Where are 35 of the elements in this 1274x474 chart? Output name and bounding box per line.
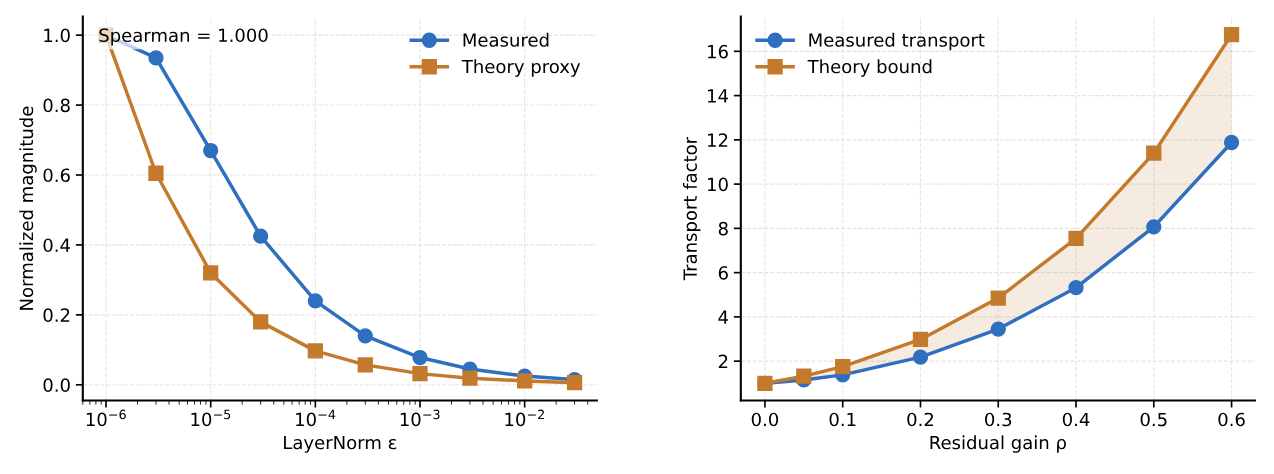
x-tick-label: 0.6: [1218, 412, 1245, 427]
x-tick-label: 0.5: [1140, 412, 1167, 427]
x-tick-label: 0.0: [751, 412, 779, 427]
y-axis-title: Transport factor: [683, 136, 701, 281]
x-axis-title: LayerNorm ε: [284, 435, 397, 453]
x-tick-label: 0.4: [1062, 412, 1090, 427]
y-tick-label: 12: [708, 133, 728, 147]
x-tick-label: 0.2: [907, 412, 934, 427]
x-tick-label: 0.3: [985, 412, 1012, 427]
y-tick-label: 2: [718, 354, 728, 368]
y-tick-label: 6: [718, 266, 728, 280]
y-tick-label: 10: [708, 177, 728, 192]
y-tick-label: 8: [718, 221, 728, 236]
y-tick-label: 16: [708, 44, 728, 59]
annotation: Spearman = 1.000: [99, 28, 268, 46]
x-tick-label: 10$^{−4}$: [296, 409, 336, 427]
x-tick-label: 10$^{−2}$: [505, 409, 544, 427]
x-axis-title: Residual gain ρ: [930, 435, 1066, 453]
y-axis-title: Normalized magnitude: [19, 106, 37, 310]
legend-label: Theory proxy: [461, 59, 581, 77]
y-tick-label: 14: [708, 89, 728, 103]
legend-label: Measured transport: [809, 32, 985, 51]
y-tick-label: 0.2: [43, 308, 70, 322]
y-tick-label: 0.8: [43, 98, 70, 113]
legend-label: Theory bound: [807, 59, 932, 77]
x-tick-label: 10$^{−5}$: [191, 409, 231, 427]
y-tick-label: 0.4: [43, 238, 70, 253]
x-tick-label: 0.1: [829, 412, 856, 427]
y-tick-label: 0.0: [43, 378, 70, 392]
y-tick-label: 0.6: [43, 168, 70, 183]
x-tick-label: 10$^{−6}$: [86, 409, 126, 427]
legend-label: Measured: [463, 32, 549, 47]
x-tick-label: 10$^{−3}$: [400, 409, 440, 427]
y-tick-label: 4: [718, 310, 728, 324]
y-tick-label: 1.0: [44, 28, 70, 43]
